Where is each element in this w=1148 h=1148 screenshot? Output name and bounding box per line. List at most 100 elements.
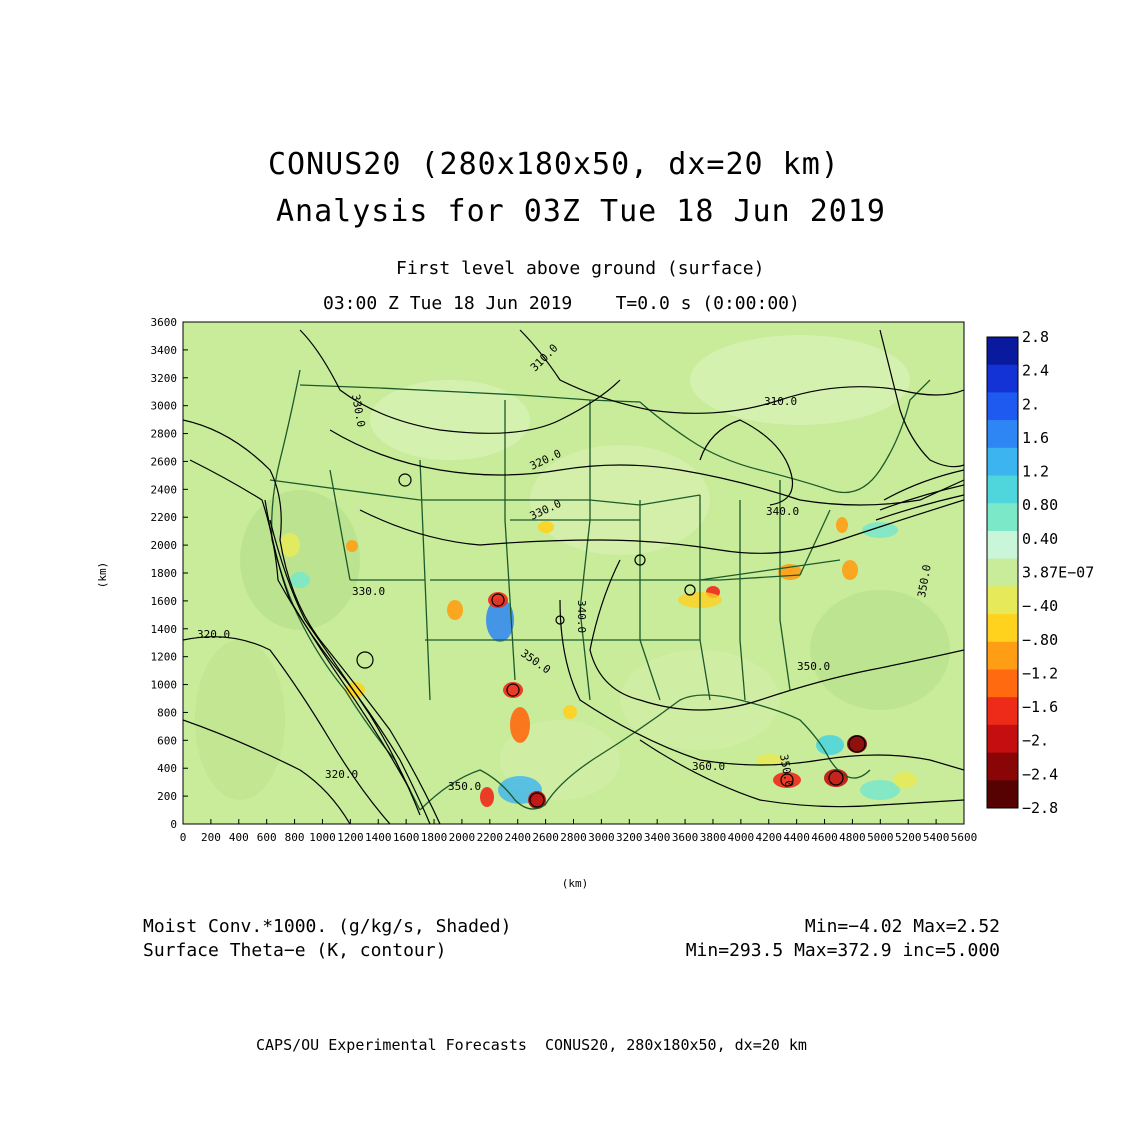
- title-line-1: CONUS20 (280x180x50, dx=20 km): [268, 147, 840, 182]
- colorbar-swatch: [987, 752, 1018, 781]
- theta-e-contours: [183, 329, 964, 824]
- y-axis-unit: (km): [96, 562, 109, 589]
- x-tick-label: 400: [229, 831, 249, 844]
- colorbar-frame: [986, 336, 1019, 809]
- x-tick-label: 2200: [477, 831, 504, 844]
- x-tick-label: 5400: [923, 831, 950, 844]
- x-tick-label: 3600: [672, 831, 699, 844]
- x-tick-label: 5600: [951, 831, 978, 844]
- x-tick-label: 3800: [700, 831, 727, 844]
- y-tick-label: 2400: [151, 483, 178, 496]
- colorbar-label: 0.80: [1022, 496, 1058, 514]
- colorbar-swatch: [987, 558, 1018, 587]
- x-tick-label: 1400: [365, 831, 392, 844]
- contour-field-label: Surface Theta−e (K, contour): [143, 940, 447, 961]
- colorbar-label: 0.40: [1022, 530, 1058, 548]
- colorbar-label: 2.: [1022, 395, 1040, 413]
- y-tick-label: 400: [157, 762, 177, 775]
- title-line-2: Analysis for 03Z Tue 18 Jun 2019: [276, 194, 886, 229]
- y-tick-label: 600: [157, 734, 177, 747]
- x-tick-label: 4400: [783, 831, 810, 844]
- colorbar-swatch: [987, 364, 1018, 393]
- level-text: First level above ground (surface): [396, 258, 765, 279]
- colorbar-swatch: [987, 641, 1018, 670]
- colorbar-swatch: [987, 475, 1018, 504]
- y-tick-label: 800: [157, 706, 177, 719]
- contour-label: 350.0: [777, 753, 796, 788]
- colorbar-swatch: [987, 420, 1018, 449]
- colorbar-label: −1.2: [1022, 664, 1058, 682]
- x-tick-label: 1000: [309, 831, 336, 844]
- shaded-field-stats: Min=−4.02 Max=2.52: [804, 916, 1000, 937]
- y-tick-label: 2000: [151, 539, 178, 552]
- shaded-field: [183, 329, 964, 824]
- x-tick-label: 2000: [449, 831, 476, 844]
- colorbar-label: −1.6: [1022, 698, 1058, 716]
- colorbar-swatch: [987, 586, 1018, 615]
- y-tick-label: 3200: [151, 372, 178, 385]
- y-tick-label: 1400: [151, 623, 178, 636]
- x-tick-label: 0: [180, 831, 187, 844]
- colorbar-label: −2.4: [1022, 765, 1058, 783]
- map-boundaries: [269, 369, 931, 811]
- x-tick-label: 3400: [644, 831, 671, 844]
- y-tick-label: 1000: [151, 679, 178, 692]
- contour-label: 360.0: [692, 760, 725, 773]
- x-tick-label: 800: [285, 831, 305, 844]
- y-tick-label: 2200: [151, 511, 178, 524]
- x-tick-label: 200: [201, 831, 221, 844]
- x-tick-label: 5200: [895, 831, 922, 844]
- contour-label: 350.0: [448, 780, 481, 793]
- x-tick-label: 1600: [393, 831, 420, 844]
- y-tick-label: 200: [157, 790, 177, 803]
- y-tick-label: 2800: [151, 428, 178, 441]
- x-tick-label: 4600: [811, 831, 838, 844]
- y-tick-label: 3600: [151, 316, 178, 329]
- x-tick-label: 4800: [839, 831, 866, 844]
- colorbar-swatch: [987, 447, 1018, 477]
- colorbar-swatch: [987, 697, 1018, 726]
- time-text: 03:00 Z Tue 18 Jun 2019 T=0.0 s (0:00:00…: [323, 293, 800, 314]
- y-tick-label: 3000: [151, 400, 178, 413]
- colorbar-label: 2.4: [1022, 362, 1049, 380]
- colorbar-swatch: [987, 530, 1018, 560]
- y-axis: 0 200 400 600 800 1000 1200 1400 1600 1800 2000 220…: [151, 316, 188, 831]
- contour-label: 340.0: [575, 600, 588, 633]
- shaded-field-label: Moist Conv.*1000. (g/kg/s, Shaded): [143, 916, 512, 937]
- x-tick-label: 2800: [560, 831, 587, 844]
- colorbar-label: 3.87E−07: [1022, 564, 1094, 582]
- contour-label: 330.0: [349, 393, 368, 428]
- colorbar-swatch: [987, 724, 1018, 754]
- colorbar-label: −.80: [1022, 631, 1058, 649]
- y-tick-label: 0: [170, 818, 177, 831]
- colorbar-swatch: [987, 503, 1018, 532]
- colorbar: 2.8 2.4 2. 1.6 1.2 0.80 0.40 3.87E−07 −.40 −.80 −1…: [986, 328, 1094, 817]
- x-tick-label: 2400: [504, 831, 531, 844]
- credit-line: CAPS/OU Experimental Forecasts CONUS20, …: [256, 1036, 807, 1054]
- contour-label: 320.0: [325, 768, 358, 781]
- x-tick-label: 3200: [616, 831, 643, 844]
- x-tick-label: 5000: [867, 831, 894, 844]
- x-tick-label: 1200: [337, 831, 364, 844]
- colorbar-label: 2.8: [1022, 328, 1049, 346]
- colorbar-label: 1.2: [1022, 463, 1049, 481]
- colorbar-swatch: [987, 392, 1018, 421]
- y-tick-label: 2600: [151, 455, 178, 468]
- x-axis-unit: (km): [562, 877, 589, 890]
- colorbar-swatch: [987, 614, 1018, 643]
- x-axis: 0 200 400 600 800 1000 1200 1400 1600 1800 2000 220…: [180, 819, 978, 844]
- contour-field-stats: Min=293.5 Max=372.9 inc=5.000: [685, 940, 1000, 961]
- x-tick-label: 3000: [588, 831, 615, 844]
- colorbar-swatch: [987, 669, 1018, 698]
- y-tick-label: 1800: [151, 567, 178, 580]
- colorbar-swatch: [987, 780, 1018, 809]
- colorbar-label: −2.: [1022, 732, 1049, 750]
- colorbar-label: −2.8: [1022, 799, 1058, 817]
- contour-label: 350.0: [797, 660, 830, 673]
- colorbar-label: 1.6: [1022, 429, 1049, 447]
- x-tick-label: 4200: [756, 831, 783, 844]
- x-tick-label: 1800: [421, 831, 448, 844]
- x-tick-label: 2600: [532, 831, 559, 844]
- x-tick-label: 4000: [728, 831, 755, 844]
- colorbar-label: −.40: [1022, 597, 1058, 615]
